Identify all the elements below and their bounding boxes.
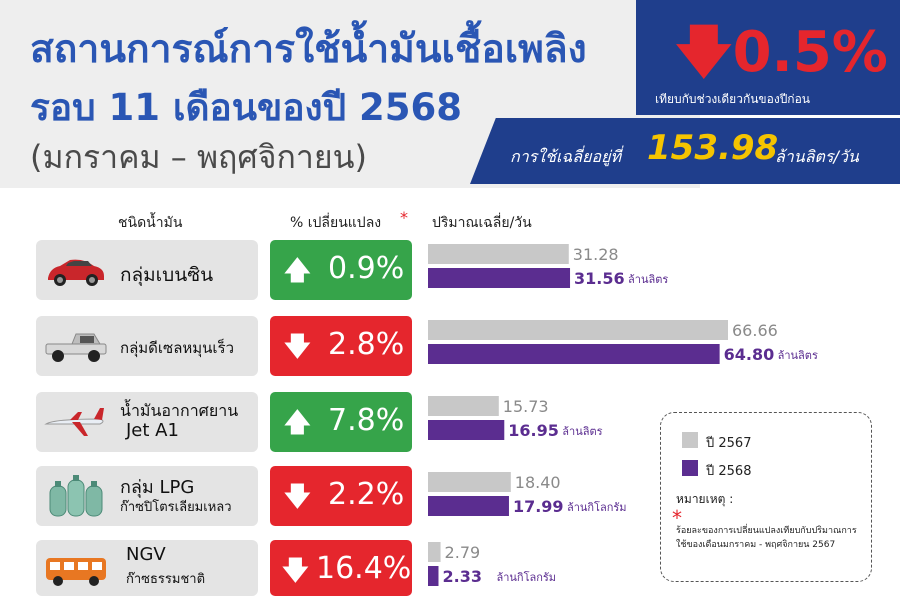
legend-label-2567: ปี 2567 [706,436,752,451]
bar-2568 [428,420,505,440]
change-badge [270,392,412,452]
bar-2568 [428,344,720,364]
bar-unit-label: ล้านลิตร [562,425,602,438]
airplane-icon [44,408,104,436]
row-subname: ก๊าซธรรมชาติ [126,572,206,587]
overall-change-panel [636,0,900,115]
row-name: NGV [126,544,166,565]
bar-2568 [428,268,571,288]
bar-unit-label: ล้านลิตร [628,273,668,286]
down-arrow-icon: 🡇 [675,20,733,85]
down-arrow-icon: 🡇 [284,482,311,512]
row-name: กลุ่ม LPG [120,477,195,498]
row-subname: Jet A1 [126,420,179,441]
column-header-volume: ปริมาณเฉลี่ย/วัน [432,215,532,231]
change-value: 2.2% [328,477,405,512]
legend-label-2568: ปี 2568 [706,464,752,479]
column-header-change: % เปลี่ยนแปลง [290,215,382,231]
bar-2568 [428,496,509,516]
bar-value-label: 18.40 [515,473,561,492]
bar-value-label: 16.95 [508,421,559,440]
page-subtitle: รอบ 11 เดือนของปี 2568 [30,86,462,129]
bar-2567 [428,320,728,340]
car-icon [48,259,104,286]
overall-change-note: เทียบกับช่วงเดียวกันของปีก่อน [655,92,810,106]
down-arrow-icon: 🡇 [282,556,309,586]
up-arrow-icon: 🡅 [284,408,311,438]
legend-swatch-2567 [682,432,698,448]
overall-change-value: 🡇0.5% [675,12,888,107]
pickup-truck-icon [45,333,107,362]
bar-2567 [428,472,511,492]
bar-value-label: 2.79 [445,543,481,562]
bar-value-label: 17.99 [513,497,564,516]
bar-value-label: 15.73 [503,397,549,416]
up-arrow-icon: 🡅 [284,256,311,286]
change-badge [270,466,412,526]
change-value: 7.8% [328,403,405,438]
average-value: 153.98 [647,128,779,168]
bar-value-label: 2.33 [442,567,481,586]
bar-value-label: 66.66 [732,321,778,340]
overall-change-text: 0.5% [732,20,888,85]
page-title: สถานการณ์การใช้น้ำมันเชื้อเพลิง [30,27,587,72]
average-unit: ล้านลิตร/วัน [775,147,859,166]
row-name: กลุ่มเบนซิน [120,264,214,286]
bar-2568 [428,566,439,586]
change-value: 16.4% [316,551,412,586]
bus-icon [46,558,106,586]
change-value: 2.8% [328,327,405,362]
bar-value-label: 31.28 [573,245,619,264]
bar-2567 [428,396,499,416]
change-badge [270,540,412,596]
row-subname: ก๊าซปิโตรเลียมเหลว [120,500,232,515]
bar-value-label: 64.80 [724,345,775,364]
average-usage-panel [470,118,900,184]
bar-unit-label: ล้านกิโลกรัม [496,570,556,584]
bar-unit-label: ล้านลิตร [778,349,818,362]
row-name: น้ำมันอากาศยาน [120,401,239,420]
note-title: หมายเหตุ : [676,492,734,506]
change-value: 0.9% [328,251,405,286]
bar-2567 [428,244,569,264]
date-range: (มกราคม – พฤศจิกายน) [30,138,367,176]
bar-value-label: 31.56 [574,269,625,288]
column-header-type: ชนิดน้ำมัน [118,215,183,231]
row-name: กลุ่มดีเซลหมุนเร็ว [120,339,235,357]
asterisk-mark: * [400,208,408,227]
legend-box [660,412,872,582]
change-badge [270,240,412,300]
note-asterisk: * [672,506,682,530]
bar-2567 [428,542,441,562]
change-badge [270,316,412,376]
legend-swatch-2568 [682,460,698,476]
bar-unit-label: ล้านกิโลกรัม [567,500,627,514]
note-text: ร้อยละของการเปลี่ยนแปลงเทียบกับปริมาณการ… [676,526,857,550]
down-arrow-icon: 🡇 [284,332,311,362]
average-prefix: การใช้เฉลี่ยอยู่ที่ [510,147,622,166]
gas-cylinder-icon [49,475,103,517]
